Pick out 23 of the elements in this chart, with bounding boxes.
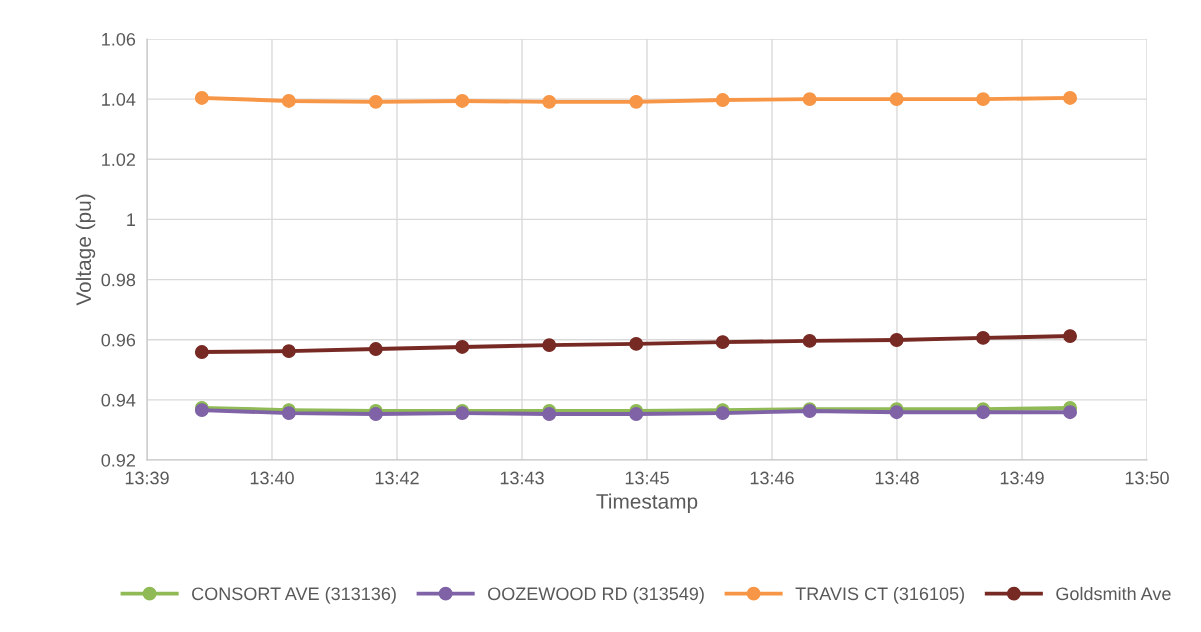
y-tick-label: 0.92 [101, 453, 135, 467]
x-tick-label: 13:39 [125, 471, 169, 485]
y-tick-label: 1.06 [102, 32, 136, 46]
x-tick-label: 13:49 [1000, 471, 1044, 485]
y-tick-label: 1.02 [102, 153, 135, 167]
legend-label: OOZEWOOD RD (313549) [488, 586, 704, 604]
x-tick-label: 13:40 [250, 471, 294, 485]
x-tick-label: 13:43 [500, 471, 544, 485]
y-tick-label: 0.96 [101, 333, 136, 347]
legend-label: TRAVIS CT (316105) [795, 586, 964, 604]
y-tick-label: 0.94 [101, 393, 136, 407]
legend-label: CONSORT AVE (313136) [192, 586, 396, 604]
y-tick-label: 1 [127, 213, 136, 226]
x-tick-label: 13:46 [750, 471, 794, 485]
x-tick-label: 13:50 [1125, 471, 1169, 485]
x-tick-label: 13:48 [875, 471, 919, 485]
legend-label: Goldsmith Ave [1056, 586, 1171, 601]
x-tick-label: 13:45 [625, 471, 669, 485]
y-tick-label: 0.98 [101, 273, 136, 287]
x-tick-label: 13:42 [375, 471, 419, 485]
y-tick-label: 1.04 [102, 93, 136, 106]
x-axis-title: Timestamp [596, 493, 698, 513]
y-axis-title: Voltage (pu) [75, 194, 96, 306]
